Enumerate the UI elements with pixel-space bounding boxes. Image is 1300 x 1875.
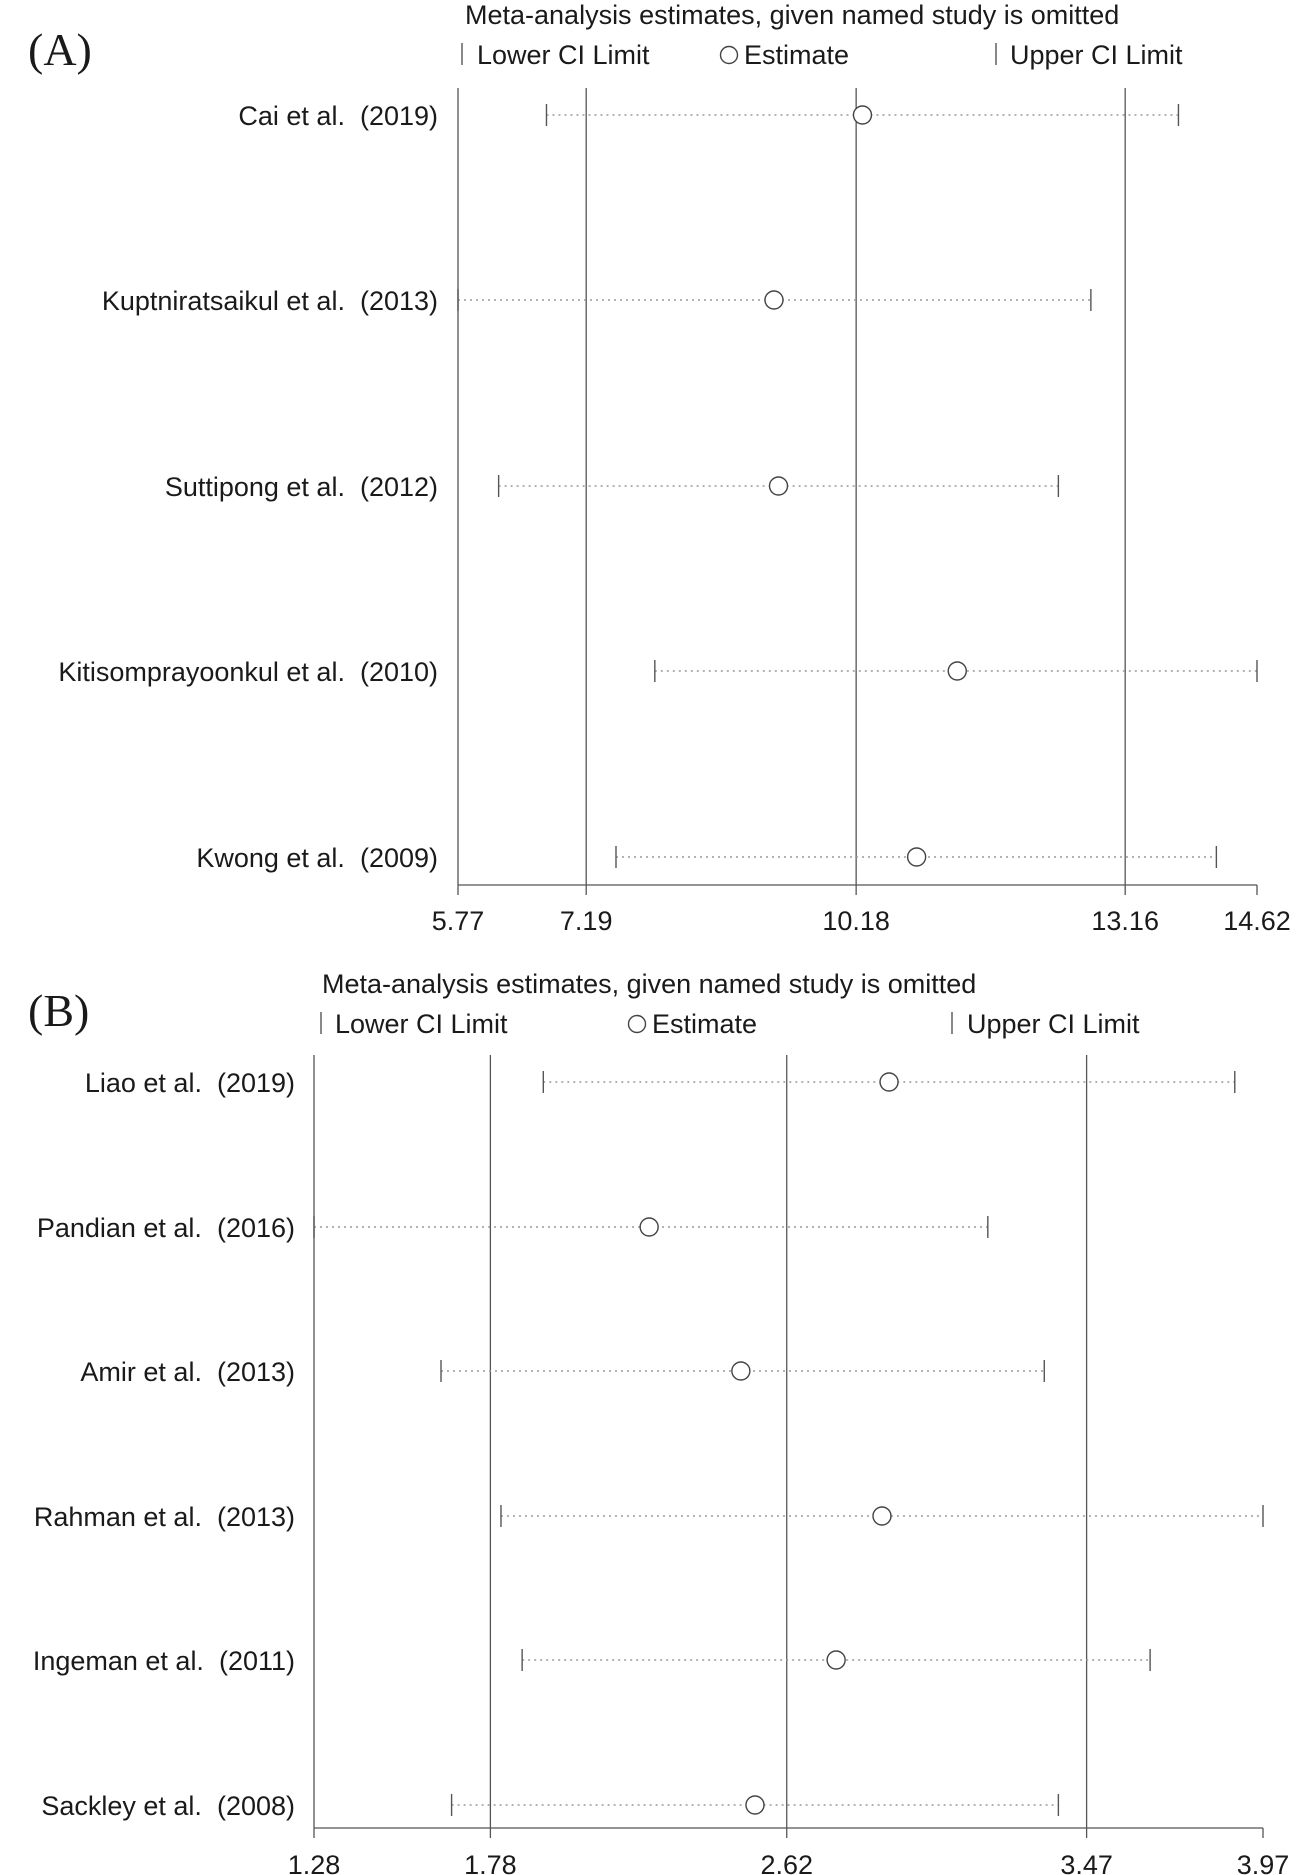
legend-lower-label: Lower CI Limit xyxy=(477,40,650,70)
study-year: (2016) xyxy=(217,1213,295,1243)
study-row: Cai et al. (2019) xyxy=(238,101,1180,131)
legend: Lower CI Limit Estimate Upper CI Limit xyxy=(320,1009,1140,1039)
x-tick-label: 1.78 xyxy=(464,1850,517,1875)
estimate-point xyxy=(906,847,927,867)
study-year: (2013) xyxy=(360,286,438,316)
study-name: Sackley et al. xyxy=(41,1791,217,1821)
study-label: Pandian et al. (2016) xyxy=(37,1213,295,1243)
x-tick-label: 1.28 xyxy=(288,1850,341,1875)
estimate-point xyxy=(639,1217,659,1237)
x-tick-label: 14.62 xyxy=(1223,906,1291,936)
study-year: (2019) xyxy=(360,101,438,131)
x-tick-label: 10.18 xyxy=(822,906,890,936)
study-year: (2013) xyxy=(217,1502,295,1532)
estimate-point xyxy=(764,290,784,310)
x-tick-label: 3.47 xyxy=(1060,1850,1113,1875)
study-year: (2013) xyxy=(217,1357,295,1387)
study-name: Pandian et al. xyxy=(37,1213,217,1243)
estimate-point xyxy=(872,1506,892,1526)
study-label: Suttipong et al. (2012) xyxy=(165,472,438,502)
study-label: Ingeman et al. (2011) xyxy=(33,1646,295,1676)
study-name: Liao et al. xyxy=(85,1068,217,1098)
x-tick-label: 13.16 xyxy=(1091,906,1159,936)
legend: Lower CI Limit Estimate Upper CI Limit xyxy=(461,40,1183,70)
estimate-point xyxy=(879,1072,899,1092)
study-label: Liao et al. (2019) xyxy=(85,1068,295,1098)
study-year: (2019) xyxy=(217,1068,295,1098)
estimate-point xyxy=(826,1650,846,1670)
study-name: Kitisomprayoonkul et al. xyxy=(58,657,360,687)
study-row: Pandian et al. (2016) xyxy=(37,1213,989,1243)
study-row: Sackley et al. (2008) xyxy=(41,1791,1060,1821)
study-label: Kwong et al. (2009) xyxy=(196,843,438,873)
study-name: Amir et al. xyxy=(80,1357,217,1387)
panel-label: (A) xyxy=(28,24,92,75)
x-tick-label: 5.77 xyxy=(432,906,485,936)
study-year: (2012) xyxy=(360,472,438,502)
study-year: (2009) xyxy=(360,843,438,873)
study-label: Kuptniratsaikul et al. (2013) xyxy=(102,286,438,316)
study-name: Rahman et al. xyxy=(34,1502,217,1532)
legend-estimate-circle-icon xyxy=(719,45,739,65)
forest-panel-a: (A) Meta-analysis estimates, given named … xyxy=(28,0,1291,936)
study-row: Amir et al. (2013) xyxy=(80,1357,1045,1387)
chart-title: Meta-analysis estimates, given named stu… xyxy=(322,969,976,999)
study-name: Cai et al. xyxy=(238,101,360,131)
x-tick-label: 7.19 xyxy=(560,906,613,936)
chart-title: Meta-analysis estimates, given named stu… xyxy=(465,0,1119,30)
study-row: Suttipong et al. (2012) xyxy=(165,472,1060,502)
study-label: Sackley et al. (2008) xyxy=(41,1791,295,1821)
panel-label: (B) xyxy=(28,985,89,1036)
study-row: Ingeman et al. (2011) xyxy=(33,1646,1151,1676)
legend-upper-label: Upper CI Limit xyxy=(1010,40,1183,70)
study-name: Ingeman et al. xyxy=(33,1646,219,1676)
study-label: Kitisomprayoonkul et al. (2010) xyxy=(58,657,438,687)
study-row: Rahman et al. (2013) xyxy=(34,1502,1264,1532)
estimate-point xyxy=(947,661,967,681)
legend-estimate-label: Estimate xyxy=(744,40,849,70)
study-name: Kuptniratsaikul et al. xyxy=(102,286,360,316)
study-label: Amir et al. (2013) xyxy=(80,1357,295,1387)
study-name: Kwong et al. xyxy=(196,843,360,873)
estimate-point xyxy=(745,1795,765,1815)
study-label: Rahman et al. (2013) xyxy=(34,1502,295,1532)
study-year: (2008) xyxy=(217,1791,295,1821)
study-name: Suttipong et al. xyxy=(165,472,360,502)
study-row: Kitisomprayoonkul et al. (2010) xyxy=(58,657,1258,687)
estimate-point xyxy=(768,476,789,496)
legend-estimate-circle-icon xyxy=(627,1014,647,1034)
study-row: Kwong et al. (2009) xyxy=(196,843,1218,873)
forest-panel-b: (B) Meta-analysis estimates, given named … xyxy=(28,969,1289,1875)
study-label: Cai et al. (2019) xyxy=(238,101,438,131)
x-tick-label: 3.97 xyxy=(1237,1850,1290,1875)
legend-upper-label: Upper CI Limit xyxy=(967,1009,1140,1039)
legend-lower-label: Lower CI Limit xyxy=(335,1009,508,1039)
x-tick-label: 2.62 xyxy=(760,1850,813,1875)
estimate-point xyxy=(731,1361,751,1381)
study-row: Kuptniratsaikul et al. (2013) xyxy=(102,286,1092,316)
estimate-point xyxy=(852,105,873,125)
legend-estimate-label: Estimate xyxy=(652,1009,757,1039)
study-year: (2010) xyxy=(360,657,438,687)
study-row: Liao et al. (2019) xyxy=(85,1068,1236,1098)
study-year: (2011) xyxy=(219,1646,295,1676)
